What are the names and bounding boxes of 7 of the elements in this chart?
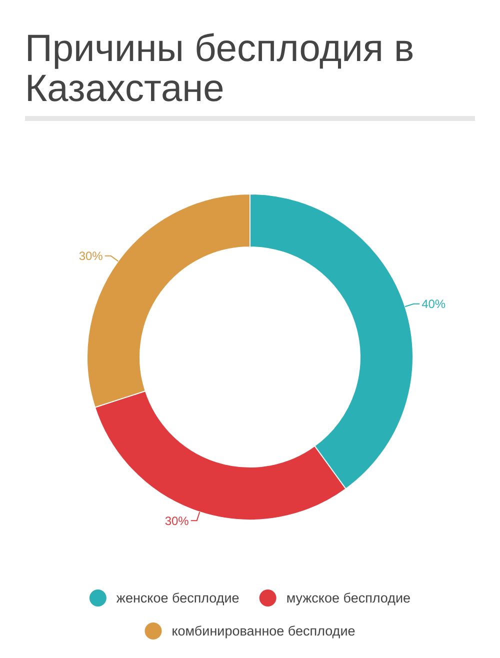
legend-label: мужское бесплодие	[286, 590, 411, 606]
legend-label: женское бесплодие	[116, 590, 240, 606]
chart-title: Причины бесплодия в Казахстане	[25, 28, 414, 110]
data-label: 30%	[164, 514, 190, 528]
data-label: 40%	[422, 297, 446, 312]
legend-label: комбинированное бесплодие	[172, 624, 356, 639]
data-label: 30%	[78, 249, 104, 264]
